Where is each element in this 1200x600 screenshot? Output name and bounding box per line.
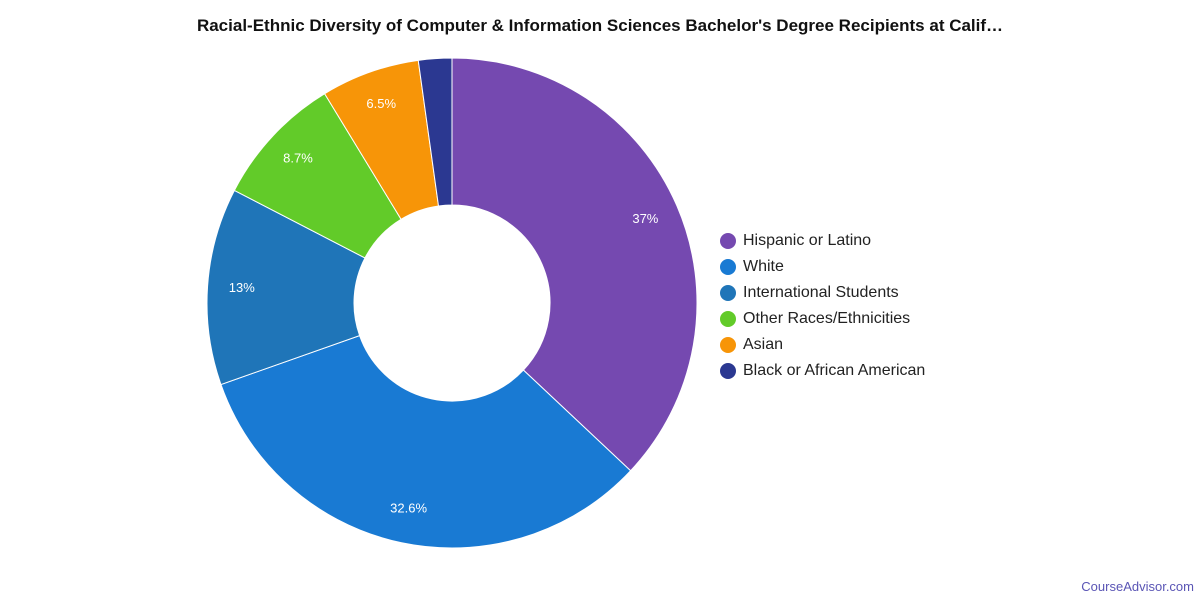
slice-label-international-students: 13%: [229, 280, 255, 295]
legend-label: White: [743, 258, 784, 275]
legend-swatch: [720, 285, 736, 301]
legend-swatch: [720, 337, 736, 353]
legend-label: Asian: [743, 336, 784, 353]
slice-black-or-african-american[interactable]: [417, 57, 453, 207]
legend-swatch: [720, 259, 736, 275]
watermark-link[interactable]: CourseAdvisor.com: [1081, 579, 1194, 594]
legend-item-hispanic-or-latino[interactable]: Hispanic or Latino: [720, 228, 925, 254]
legend-swatch: [720, 363, 736, 379]
slice-international-students[interactable]: [206, 189, 366, 386]
slice-label-other-races-ethnicities: 8.7%: [283, 151, 313, 166]
legend-item-black-or-african-american[interactable]: Black or African American: [720, 358, 925, 384]
legend-item-white[interactable]: White: [720, 254, 925, 280]
legend-item-other-races-ethnicities[interactable]: Other Races/Ethnicities: [720, 306, 925, 332]
legend-item-international-students[interactable]: International Students: [720, 280, 925, 306]
slice-label-white: 32.6%: [390, 501, 427, 516]
slice-label-hispanic-or-latino: 37%: [632, 211, 658, 226]
legend-swatch: [720, 311, 736, 327]
chart-legend: Hispanic or Latino White International S…: [720, 228, 925, 384]
slice-hispanic-or-latino[interactable]: [451, 57, 698, 472]
legend-swatch: [720, 233, 736, 249]
legend-label: Other Races/Ethnicities: [743, 310, 911, 327]
legend-label: Hispanic or Latino: [743, 232, 872, 249]
legend-label: International Students: [743, 284, 899, 301]
legend-item-asian[interactable]: Asian: [720, 332, 925, 358]
slice-label-asian: 6.5%: [366, 96, 396, 111]
chart-title: Racial-Ethnic Diversity of Computer & In…: [196, 16, 1004, 35]
slice-white[interactable]: [220, 334, 632, 549]
legend-label: Black or African American: [743, 362, 926, 379]
